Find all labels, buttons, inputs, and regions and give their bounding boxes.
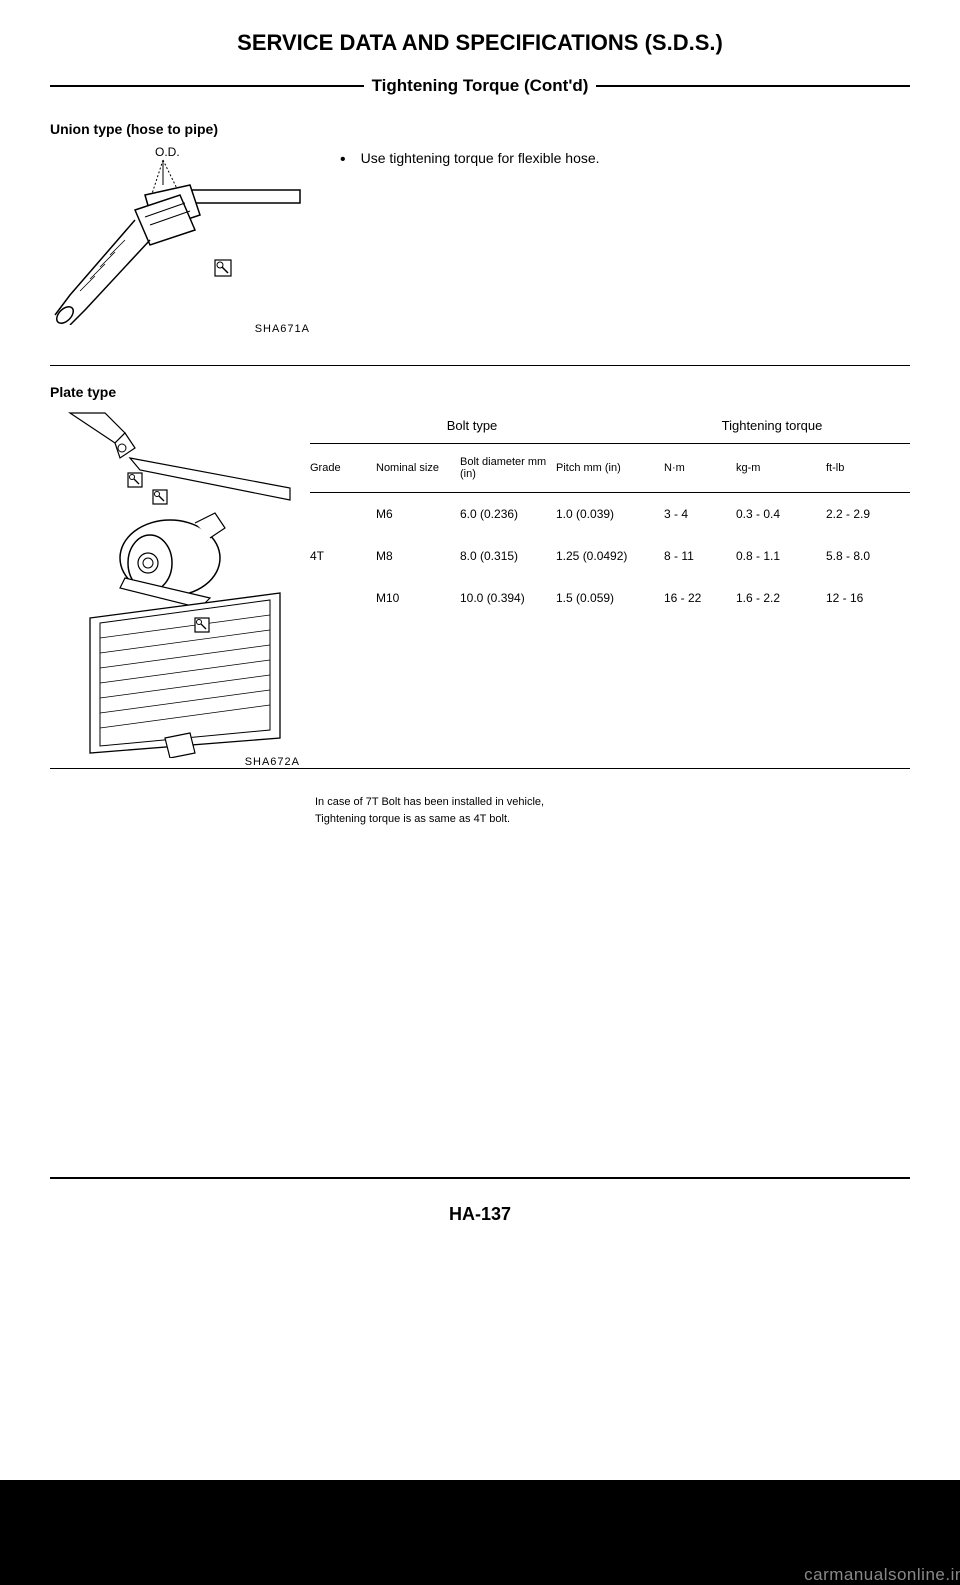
page-number: HA-137 — [50, 1204, 910, 1225]
cell-nominal: M8 — [376, 549, 460, 563]
footnote: In case of 7T Bolt has been installed in… — [315, 794, 910, 827]
torque-header: Tightening torque — [634, 418, 910, 433]
torque-table: Bolt type Tightening torque Grade Nomina… — [310, 408, 910, 619]
table-subheader-row: Grade Nominal size Bolt diameter mm (in)… — [310, 444, 910, 493]
table-header-row: Bolt type Tightening torque — [310, 418, 910, 444]
header-line-right — [596, 85, 910, 87]
union-label: Union type (hose to pipe) — [50, 121, 910, 137]
bottom-divider — [50, 1177, 910, 1179]
col-nominal-header: Nominal size — [376, 462, 460, 474]
cell-pitch: 1.25 (0.0492) — [556, 549, 664, 563]
header-line-left — [50, 85, 364, 87]
table-body: M6 6.0 (0.236) 1.0 (0.039) 3 - 4 0.3 - 0… — [310, 493, 910, 619]
watermark: carmanualsonline.info — [804, 1565, 960, 1585]
cell-nm: 8 - 11 — [664, 549, 736, 563]
od-label: O.D. — [155, 145, 180, 159]
cell-pitch: 1.5 (0.059) — [556, 591, 664, 605]
plate-label: Plate type — [50, 384, 910, 400]
bullet-icon: • — [340, 152, 346, 168]
cell-diameter: 10.0 (0.394) — [460, 591, 556, 605]
cell-kgm: 0.8 - 1.1 — [736, 549, 826, 563]
col-diameter-header: Bolt diameter mm (in) — [460, 456, 556, 480]
union-svg — [50, 145, 310, 325]
plate-section: SHA672A Bolt type Tightening torque Grad… — [50, 408, 910, 768]
table-underline — [50, 768, 910, 769]
table-row: M6 6.0 (0.236) 1.0 (0.039) 3 - 4 0.3 - 0… — [310, 493, 910, 535]
bolt-type-header: Bolt type — [310, 418, 634, 433]
plate-diagram: SHA672A — [50, 408, 300, 768]
section-title: Tightening Torque (Cont'd) — [364, 76, 597, 96]
col-nm-header: N·m — [664, 462, 736, 474]
col-pitch-header: Pitch mm (in) — [556, 462, 664, 474]
cell-pitch: 1.0 (0.039) — [556, 507, 664, 521]
cell-nominal: M10 — [376, 591, 460, 605]
cell-diameter: 6.0 (0.236) — [460, 507, 556, 521]
footnote-line2: Tightening torque is as same as 4T bolt. — [315, 811, 910, 828]
cell-kgm: 1.6 - 2.2 — [736, 591, 826, 605]
cell-nominal: M6 — [376, 507, 460, 521]
cell-ftlb: 2.2 - 2.9 — [826, 507, 910, 521]
plate-caption: SHA672A — [245, 756, 300, 768]
cell-ftlb: 12 - 16 — [826, 591, 910, 605]
divider-1 — [50, 365, 910, 366]
union-content: O.D. — [50, 145, 910, 335]
cell-nm: 16 - 22 — [664, 591, 736, 605]
main-title: SERVICE DATA AND SPECIFICATIONS (S.D.S.) — [50, 30, 910, 56]
plate-section-wrapper: Plate type — [50, 384, 910, 769]
union-bullet-text: Use tightening torque for flexible hose. — [361, 150, 600, 166]
union-caption: SHA671A — [255, 323, 310, 335]
page-container: SERVICE DATA AND SPECIFICATIONS (S.D.S.)… — [0, 0, 960, 1480]
union-note: • Use tightening torque for flexible hos… — [340, 150, 600, 168]
footnote-line1: In case of 7T Bolt has been installed in… — [315, 794, 910, 811]
cell-diameter: 8.0 (0.315) — [460, 549, 556, 563]
col-ftlb-header: ft-lb — [826, 462, 910, 474]
cell-ftlb: 5.8 - 8.0 — [826, 549, 910, 563]
union-diagram: O.D. — [50, 145, 310, 335]
cell-kgm: 0.3 - 0.4 — [736, 507, 826, 521]
col-kgm-header: kg-m — [736, 462, 826, 474]
table-row: M10 10.0 (0.394) 1.5 (0.059) 16 - 22 1.6… — [310, 577, 910, 619]
cell-grade: 4T — [310, 549, 376, 563]
cell-nm: 3 - 4 — [664, 507, 736, 521]
plate-svg — [50, 408, 300, 758]
union-section: Union type (hose to pipe) O.D. — [50, 121, 910, 335]
section-header: Tightening Torque (Cont'd) — [50, 76, 910, 96]
table-row: 4T M8 8.0 (0.315) 1.25 (0.0492) 8 - 11 0… — [310, 535, 910, 577]
col-grade-header: Grade — [310, 462, 376, 474]
